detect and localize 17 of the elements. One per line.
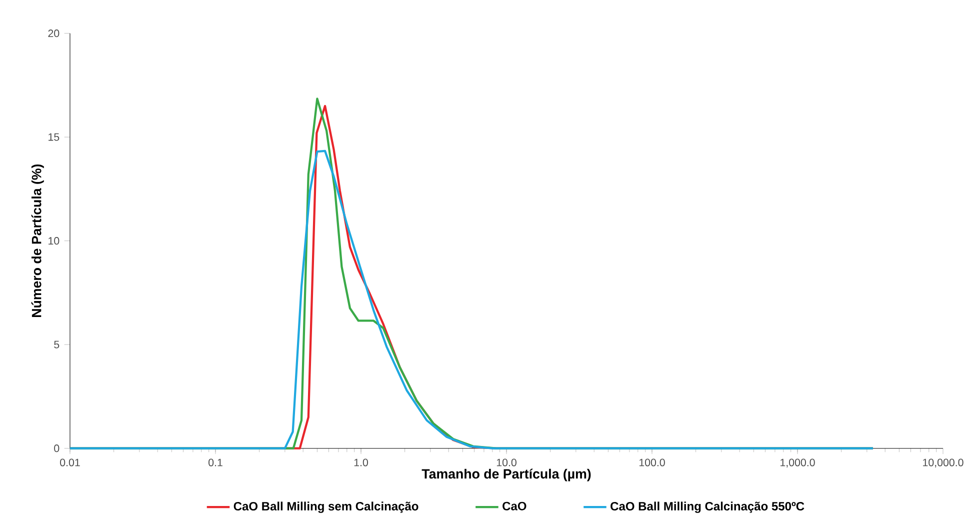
- x-axis-title: Tamanho de Partícula (µm): [422, 468, 591, 482]
- y-tick-label: 5: [54, 340, 60, 348]
- legend-label: CaO Ball Milling Calcinação 550ºC: [610, 502, 804, 513]
- y-tick-label: 10: [48, 237, 60, 245]
- y-tick-label: 20: [48, 30, 60, 38]
- x-tick-label: 1,000.0: [780, 458, 815, 468]
- x-tick-label: 100.0: [639, 458, 665, 466]
- legend-label: CaO: [502, 502, 526, 510]
- x-tick-label: 10.0: [496, 458, 516, 466]
- y-tick-label: 15: [48, 133, 60, 141]
- x-tick-label: 0.01: [60, 458, 80, 466]
- y-tick-label: 0: [54, 444, 60, 452]
- y-axis-title: Número de Partícula (%): [31, 164, 44, 317]
- x-tick-label: 1.0: [354, 458, 368, 466]
- legend-label: CaO Ball Milling sem Calcinação: [234, 502, 418, 513]
- x-tick-label: 0.1: [208, 458, 222, 466]
- x-tick-label: 10,000.0: [923, 458, 964, 468]
